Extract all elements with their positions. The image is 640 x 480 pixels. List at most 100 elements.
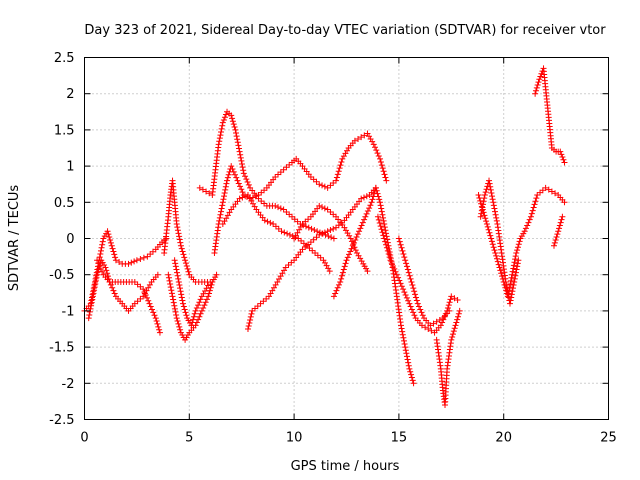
data-point-track-q (511, 278, 518, 285)
data-point-track-l (404, 356, 411, 363)
data-point-track-l (380, 217, 387, 224)
data-point-track-m (425, 326, 432, 332)
data-point-track-a (106, 234, 113, 241)
data-point-track-f (190, 316, 197, 323)
data-point-track-e (197, 310, 204, 317)
data-point-track-p (488, 235, 495, 242)
data-point-track-c (147, 303, 154, 310)
data-point-track-q (480, 198, 487, 205)
data-point-track-m (381, 235, 388, 242)
data-point-track-l (376, 196, 383, 203)
data-point-track-i (261, 217, 268, 224)
data-point-track-l (363, 210, 370, 217)
data-point-track-d (185, 268, 192, 275)
data-point-track-l (397, 322, 404, 329)
data-point-track-g (302, 223, 309, 230)
data-point-track-q (514, 260, 521, 267)
data-point-track-k (316, 202, 323, 209)
data-point-track-p (481, 212, 488, 219)
data-point-track-m (383, 241, 390, 248)
data-point-track-o (456, 307, 463, 314)
data-point-track-l (403, 353, 410, 360)
data-point-track-p (532, 198, 539, 205)
data-point-track-g (217, 132, 224, 139)
axis-ticks (84, 57, 609, 420)
x-tick-label: 0 (80, 431, 88, 446)
data-point-track-l (401, 340, 408, 347)
data-point-track-h (344, 147, 351, 154)
data-point-track-g (238, 157, 245, 164)
data-point-track-p (527, 213, 534, 220)
data-point-track-f (178, 294, 185, 301)
data-point-track-m (379, 229, 386, 236)
y-tick-label: 2 (66, 87, 74, 102)
data-point-track-m (384, 247, 391, 254)
data-point-track-l (381, 224, 388, 231)
data-point-track-q (483, 186, 490, 193)
data-marks (81, 65, 568, 409)
data-point-track-m (391, 265, 398, 272)
data-point-track-q (492, 208, 499, 215)
x-axis-label: GPS time / hours (291, 459, 400, 474)
data-point-track-j (327, 227, 334, 234)
data-point-track-q (478, 207, 485, 214)
data-point-track-s (554, 231, 561, 238)
data-point-track-h (222, 186, 229, 193)
data-point-track-p (496, 264, 503, 271)
data-point-track-e (205, 293, 212, 300)
data-point-track-f (193, 305, 200, 312)
data-point-track-l (374, 190, 381, 197)
data-point-track-q (514, 263, 521, 270)
data-point-track-j (246, 319, 253, 326)
data-point-track-p (552, 190, 559, 197)
data-point-track-m (437, 322, 444, 329)
data-point-track-n (404, 266, 411, 273)
data-point-track-g (239, 164, 246, 171)
data-point-track-o (449, 331, 456, 338)
data-point-track-c (96, 263, 103, 270)
data-point-track-f (181, 306, 188, 313)
data-point-track-l (349, 242, 356, 249)
data-point-track-h (238, 186, 245, 193)
data-point-track-n (411, 288, 418, 295)
data-point-track-p (489, 241, 496, 248)
data-point-track-h (316, 181, 323, 188)
data-point-track-l (333, 287, 340, 294)
data-point-track-l (402, 344, 409, 351)
data-point-track-h (342, 150, 349, 157)
data-point-track-g (245, 181, 252, 188)
data-point-track-p (508, 274, 515, 281)
data-point-track-r (559, 154, 566, 161)
data-point-track-n (433, 318, 440, 325)
data-point-track-j (248, 310, 255, 317)
data-point-track-f (205, 282, 212, 289)
data-point-track-n (418, 309, 425, 316)
y-tick-label: 1.5 (54, 123, 75, 138)
data-point-track-d (174, 227, 181, 234)
data-point-track-k (342, 227, 349, 234)
data-point-track-r (535, 79, 542, 86)
data-point-track-d (177, 242, 184, 249)
data-point-track-l (342, 260, 349, 267)
data-point-track-l (373, 187, 380, 194)
data-point-track-k (358, 258, 365, 265)
data-point-track-e (173, 315, 180, 322)
data-point-track-o (454, 316, 461, 323)
data-point-track-c (94, 257, 101, 264)
y-axis-label: SDTVAR / TECUs (7, 185, 22, 292)
data-point-track-n (409, 282, 416, 289)
data-point-track-h (338, 158, 345, 165)
data-point-track-e (206, 290, 213, 297)
data-point-track-i (326, 268, 333, 275)
data-point-track-i (286, 231, 293, 238)
data-point-track-h (336, 165, 343, 172)
data-point-track-p (485, 226, 492, 233)
data-point-track-f (180, 300, 187, 307)
data-point-track-n (407, 275, 414, 282)
data-point-track-a (108, 242, 115, 249)
data-point-track-e (202, 299, 209, 306)
data-point-track-m (388, 260, 395, 267)
data-point-track-f (196, 299, 203, 306)
data-point-track-f (175, 278, 182, 285)
data-point-track-k (347, 235, 354, 242)
